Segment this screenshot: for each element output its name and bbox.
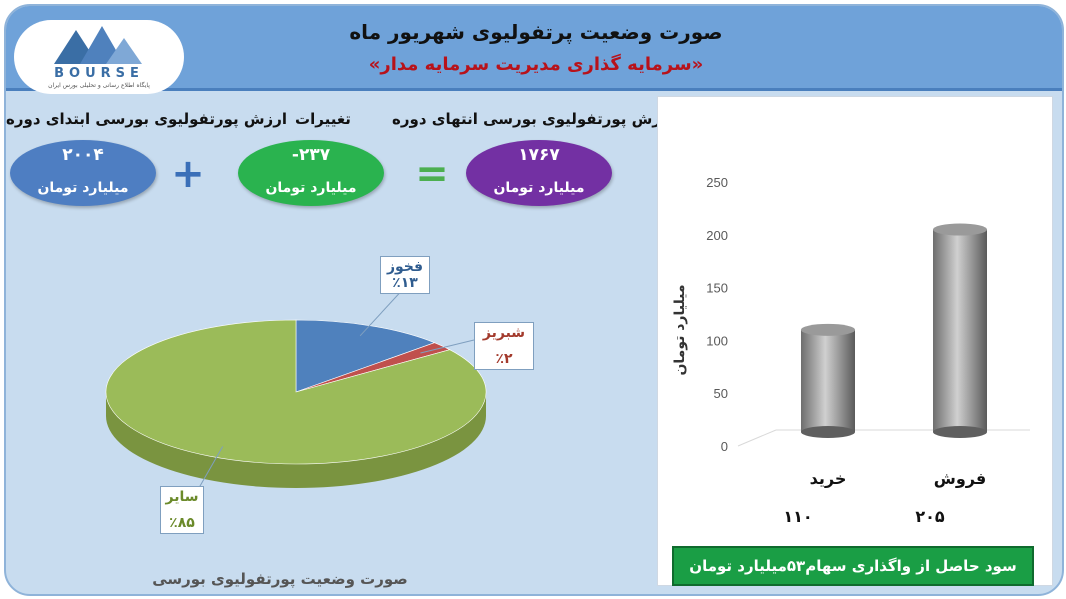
kpi-change-value: -۲۳۷ xyxy=(291,145,331,165)
pie-slice-0 xyxy=(295,319,436,393)
pie-callout-fakhouz: فخوز ٪۱۳ xyxy=(380,256,430,294)
kpi-change-label: تغییرات xyxy=(295,110,351,128)
kpi-end-oval: ۱۷۶۷ میلیارد تومان xyxy=(466,140,612,206)
kpi-change-oval: -۲۳۷ میلیارد تومان xyxy=(238,140,384,206)
plus-icon: + xyxy=(171,151,205,197)
pie-leader-0 xyxy=(359,285,407,337)
y-tick-label: 200 xyxy=(706,228,728,243)
pie-value-fakhouz: ٪۱۳ xyxy=(392,275,418,291)
logo-mark-icon xyxy=(54,26,142,64)
pie-label-sayer: سایر xyxy=(165,489,199,505)
kpi-change-unit: میلیارد تومان xyxy=(265,180,357,196)
pie-leader-1 xyxy=(420,339,475,354)
pie-callout-shabriz: شبریز ٪۲ xyxy=(474,322,534,370)
pie-side-2 xyxy=(106,392,486,488)
kpi-start-unit: میلیارد تومان xyxy=(37,180,129,196)
y-tick-label: 150 xyxy=(706,281,728,296)
logo: BOURSE پایگاه اطلاع رسانی و تحلیلی بورس … xyxy=(14,20,184,94)
bar-0 xyxy=(933,223,987,438)
floor-edge xyxy=(737,429,777,447)
logo-text: BOURSE xyxy=(54,66,144,81)
kpi-end-unit: میلیارد تومان xyxy=(493,180,585,196)
pie-chart xyxy=(105,285,487,501)
page-title: صورت وضعیت پرتفولیوی شهریور ماه xyxy=(349,20,723,44)
bar-1 xyxy=(801,323,855,438)
bar-note: سود حاصل از واگذاری سهام۵۳میلیارد تومان xyxy=(672,546,1034,586)
kpi-end-value: ۱۷۶۷ xyxy=(518,145,560,165)
kpi-start-value: ۲۰۰۴ xyxy=(62,145,104,165)
pie-slice-2 xyxy=(105,319,487,465)
pie-callout-sayer: سایر ٪۸۵ xyxy=(160,486,204,534)
bar-value-label: ۱۱۰ xyxy=(783,507,812,526)
bar-value-label: ۲۰۵ xyxy=(915,507,945,526)
y-tick-label: 100 xyxy=(706,333,728,348)
page-subtitle: «سرمایه گذاری مدیریت سرمایه مدار» xyxy=(368,54,704,75)
y-tick-label: 0 xyxy=(721,439,728,454)
y-tick-label: 50 xyxy=(714,386,728,401)
logo-subtitle: پایگاه اطلاع رسانی و تحلیلی بورس ایران xyxy=(48,82,150,89)
bar-category-label: فروش xyxy=(934,469,986,488)
kpi-start-oval: ۲۰۰۴ میلیارد تومان xyxy=(10,140,156,206)
y-tick-label: 250 xyxy=(706,175,728,190)
pie-value-shabriz: ٪۲ xyxy=(495,351,513,367)
kpi-start-label: ارزش پورتفولیوی بورسی ابتدای دوره xyxy=(6,110,287,128)
pie-label-fakhouz: فخوز xyxy=(386,259,424,275)
pie-label-shabriz: شبریز xyxy=(482,325,526,341)
pie-caption: صورت وضعیت پورتفولیوی بورسی xyxy=(152,570,408,588)
kpi-end-label: ارزش پورتفولیوی بورسی انتهای دوره xyxy=(392,110,675,128)
y-axis-label: میلیارد تومان xyxy=(672,284,688,375)
bar-category-label: خرید xyxy=(810,469,847,488)
equals-icon: = xyxy=(415,151,449,197)
pie-value-sayer: ٪۸۵ xyxy=(169,515,195,531)
